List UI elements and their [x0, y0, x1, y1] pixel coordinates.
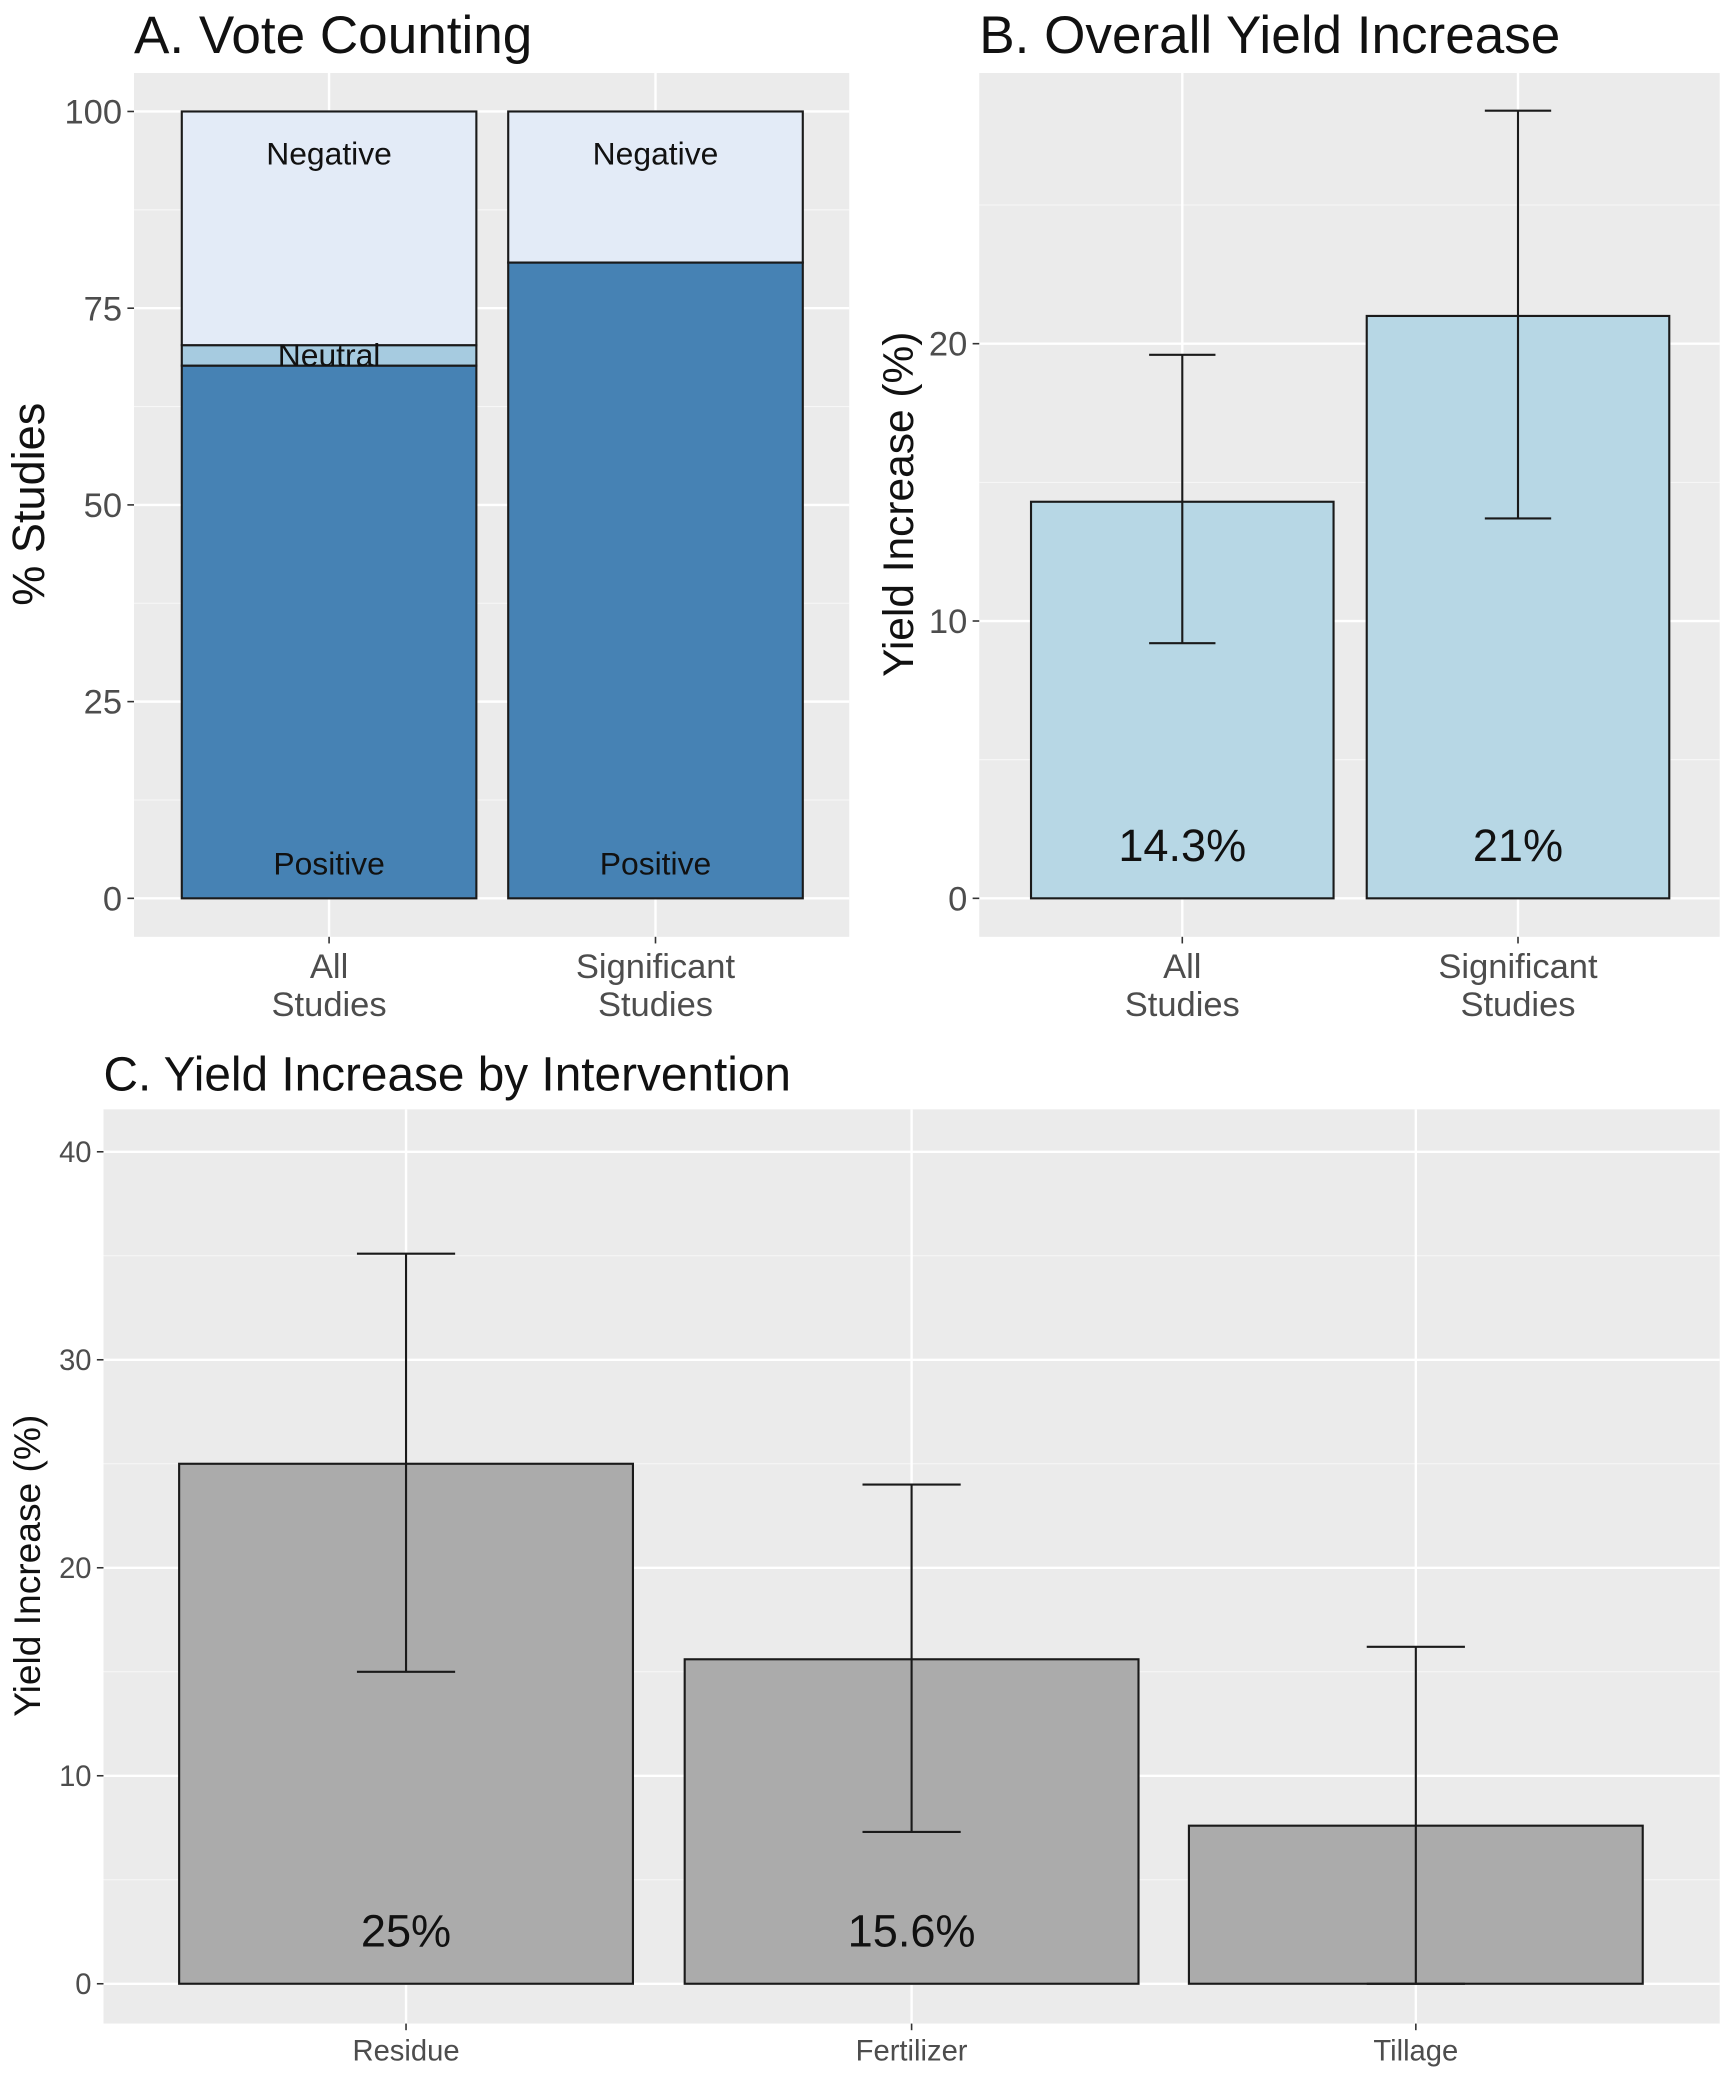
data-label: 25% [361, 1906, 451, 1957]
y-tick-label: 50 [84, 487, 122, 525]
tick-label-line: Residue [352, 2036, 459, 2068]
tick-label-line: All [1163, 948, 1201, 986]
y-axis-label: % Studies [3, 403, 54, 606]
data-label: 21% [1473, 820, 1563, 871]
tick-label-line: Studies [272, 986, 387, 1024]
y-tick-label: 0 [103, 880, 122, 918]
x-tick-label: Significant Studies [576, 948, 736, 1024]
x-tick-label: Residue [352, 2036, 459, 2068]
tick-label-line: Studies [1460, 986, 1575, 1024]
x-tick-label: Significant Studies [1438, 948, 1598, 1024]
data-label: 15.6% [848, 1906, 976, 1957]
x-tick-label: All Studies [1125, 948, 1240, 1024]
segment-label: Neutral [278, 337, 381, 373]
tick-label-line: Significant [1438, 948, 1598, 986]
y-tick-label: 20 [59, 1553, 91, 1585]
x-tick-label: Fertilizer [856, 2036, 968, 2068]
segment-label: Negative [593, 136, 719, 172]
chart-title: C. Yield Increase by Intervention [104, 1049, 791, 1102]
y-tick-label: 30 [59, 1345, 91, 1377]
bar-segment-positive [180, 364, 478, 900]
tick-label-line: Significant [576, 948, 736, 986]
bar-segment-negative [507, 110, 804, 264]
y-tick-label: 40 [59, 1137, 91, 1169]
y-tick-label: 75 [84, 290, 122, 328]
x-tick-label: Tillage [1373, 2036, 1458, 2068]
tick-label-line: Studies [598, 986, 713, 1024]
tick-label-line: All [310, 948, 348, 986]
y-tick-label: 0 [75, 1969, 91, 2001]
segment-label: Negative [266, 136, 392, 172]
y-tick-label: 25 [84, 684, 122, 722]
bar-segment-positive [507, 261, 804, 900]
chart-title: A. Vote Counting [134, 6, 532, 65]
panel-c [96, 1109, 1720, 2031]
y-axis-label: Yield Increase (%) [875, 332, 922, 677]
tick-label-line: Fertilizer [856, 2036, 968, 2068]
y-tick-label: 20 [929, 326, 967, 364]
panel-b [972, 72, 1720, 944]
segment-label: Positive [273, 845, 384, 881]
bar-segment-negative [180, 110, 478, 347]
x-tick-label: All Studies [272, 948, 387, 1024]
segment-label: Positive [600, 845, 711, 881]
y-tick-label: 0 [948, 880, 967, 918]
y-tick-label: 10 [59, 1761, 91, 1793]
y-tick-label: 10 [929, 603, 967, 641]
tick-label-line: Studies [1125, 986, 1240, 1024]
panel-a [127, 72, 850, 944]
y-tick-label: 100 [65, 94, 123, 132]
y-axis-label: Yield Increase (%) [6, 1415, 48, 1717]
chart-title: B. Overall Yield Increase [979, 6, 1560, 65]
data-label: 14.3% [1118, 820, 1246, 871]
tick-label-line: Tillage [1373, 2036, 1458, 2068]
